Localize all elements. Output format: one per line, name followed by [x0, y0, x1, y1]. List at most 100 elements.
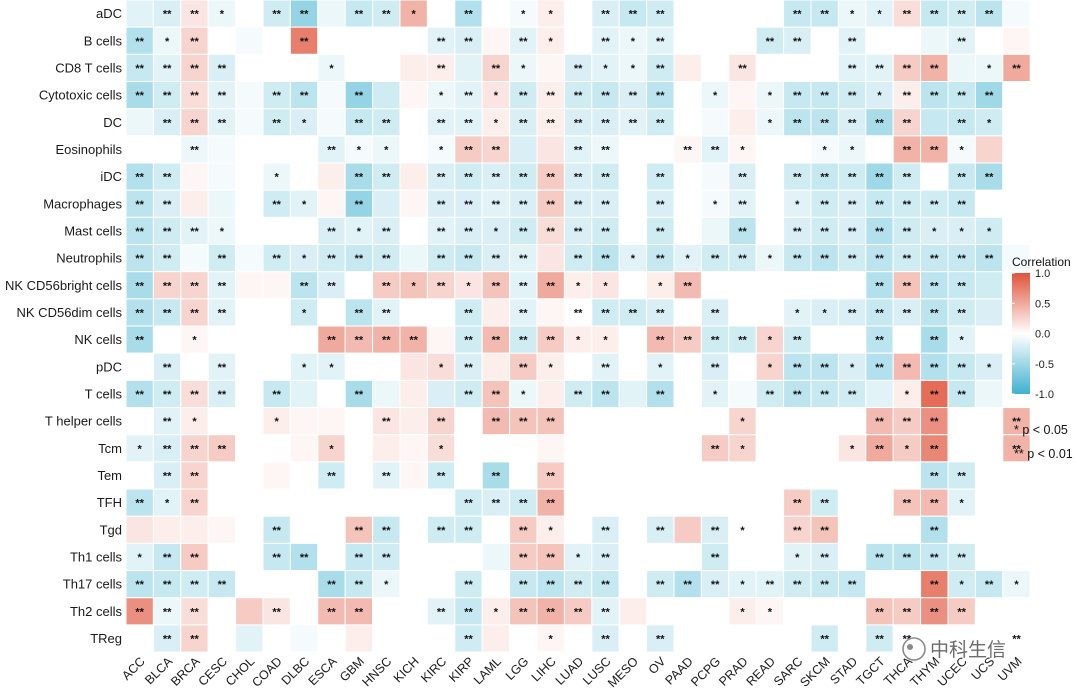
heatmap-cell [481, 298, 511, 327]
significance-mark: ** [464, 525, 473, 537]
heatmap-cell [481, 162, 511, 191]
row-label: TFH [97, 495, 122, 510]
heatmap-cell [454, 407, 483, 436]
significance-mark: ** [163, 199, 172, 211]
significance-mark: ** [930, 307, 939, 319]
significance-mark: * [740, 579, 745, 591]
significance-mark: ** [464, 579, 473, 591]
heatmap-cell [235, 271, 264, 300]
column-label: READ [744, 654, 778, 688]
heatmap-cell [235, 26, 264, 55]
column-label: DLBC [279, 654, 312, 687]
heatmap-cell [837, 597, 867, 626]
significance-mark: * [439, 443, 444, 455]
legend-ticks: 1.0 0.5 0.0 -0.5 -1.0 [1012, 268, 1054, 401]
significance-mark: ** [930, 199, 939, 211]
significance-mark: ** [272, 525, 281, 537]
heatmap-cell [317, 244, 346, 273]
row-label: TReg [90, 631, 122, 646]
significance-mark: ** [163, 253, 172, 265]
row-label: iDC [100, 169, 122, 184]
significance-mark: ** [656, 307, 665, 319]
heatmap-cell [235, 488, 264, 517]
heatmap-cell [317, 26, 346, 55]
heatmap-cell [399, 488, 428, 517]
significance-mark: * [439, 90, 444, 102]
heatmap-cell [1002, 570, 1031, 599]
heatmap-cell [289, 108, 319, 137]
heatmap-cell [235, 515, 264, 544]
significance-mark: ** [135, 606, 144, 618]
heatmap-cell [344, 407, 374, 436]
significance-mark: ** [464, 307, 473, 319]
significance-mark: ** [930, 416, 939, 428]
significance-mark: * [412, 280, 417, 292]
color-legend: Correlation 1.0 0.5 0.0 -0.5 -1.0 [1012, 255, 1071, 401]
heatmap-cell [509, 325, 538, 354]
heatmap-cell [509, 542, 538, 572]
heatmap-cell [700, 488, 730, 517]
significance-mark: * [302, 199, 307, 211]
significance-mark: ** [848, 172, 857, 184]
significance-mark: * [302, 307, 307, 319]
heatmap-cell [207, 162, 237, 191]
heatmap-cell [618, 488, 648, 517]
significance-mark: ** [492, 199, 501, 211]
heatmap-cell [262, 488, 291, 517]
heatmap-cell [344, 162, 374, 191]
significance-mark: ** [190, 389, 199, 401]
significance-mark: * [521, 63, 526, 75]
heatmap-cell [372, 624, 401, 653]
significance-mark: ** [656, 199, 665, 211]
significance-mark: ** [163, 362, 172, 374]
heatmap-cell [125, 26, 154, 55]
heatmap-cell [481, 542, 511, 572]
significance-mark: ** [464, 634, 473, 646]
heatmap-cell [317, 379, 346, 409]
significance-mark: * [740, 144, 745, 156]
sig-legend-p05: * p < 0.05 [1014, 423, 1068, 437]
heatmap-cell [207, 597, 237, 626]
significance-mark: ** [519, 90, 528, 102]
heatmap-cell [1002, 542, 1031, 572]
heatmap-cell [563, 244, 593, 273]
significance-mark: * [275, 172, 280, 184]
significance-mark: ** [355, 606, 364, 618]
heatmap-cells [125, 0, 1031, 653]
heatmap-cell [426, 189, 456, 218]
heatmap-cell [783, 488, 812, 517]
significance-mark: ** [683, 579, 692, 591]
significance-mark: ** [437, 117, 446, 129]
significance-mark: * [549, 362, 554, 374]
heatmap-cell [700, 597, 730, 626]
heatmap-cell [454, 597, 483, 626]
heatmap-cell [700, 53, 730, 83]
heatmap-cell [646, 624, 675, 653]
significance-mark: ** [985, 172, 994, 184]
significance-mark: * [275, 416, 280, 428]
significance-mark: ** [601, 144, 610, 156]
heatmap-cell [426, 298, 456, 327]
significance-mark: ** [820, 253, 829, 265]
column-label: KIRP [446, 654, 477, 685]
heatmap-cell [591, 189, 620, 218]
significance-mark: ** [300, 552, 309, 564]
significance-mark: ** [601, 579, 610, 591]
heatmap-cell [235, 325, 264, 354]
significance-mark: * [412, 9, 417, 21]
significance-mark: ** [519, 253, 528, 265]
heatmap-cell [317, 352, 346, 381]
significance-mark: ** [820, 579, 829, 591]
heatmap-cell [317, 542, 346, 572]
significance-mark: ** [492, 498, 501, 510]
heatmap-cell [481, 515, 511, 544]
heatmap-cell [892, 271, 922, 300]
heatmap-cell [920, 108, 949, 137]
heatmap-cell [673, 244, 702, 273]
heatmap-cell [563, 352, 593, 381]
significance-mark: * [987, 63, 992, 75]
heatmap-cell [125, 461, 154, 490]
heatmap-cell [974, 597, 1004, 626]
heatmap-cell [673, 108, 702, 137]
heatmap-cell [1002, 216, 1031, 246]
